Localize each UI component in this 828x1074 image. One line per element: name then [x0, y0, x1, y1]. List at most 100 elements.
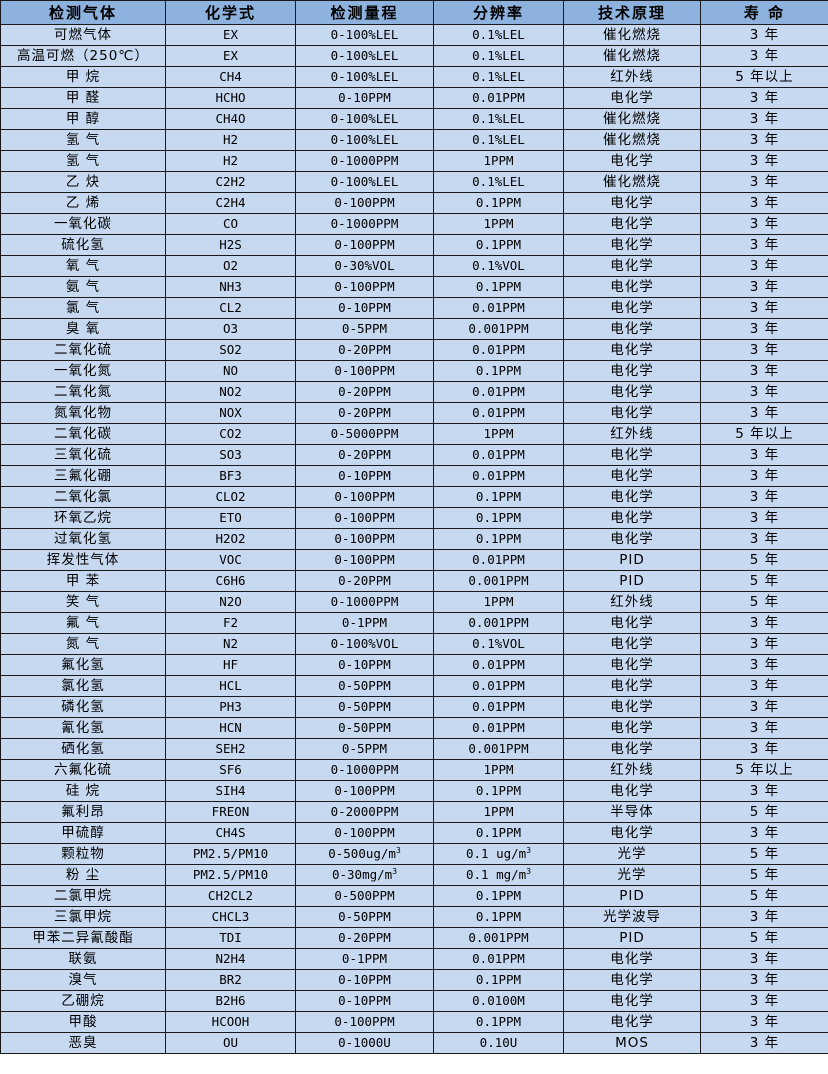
cell-principle: 电化学: [563, 297, 701, 319]
table-row: 三氯甲烷 CHCL3 0-50PPM 0.1PPM 光学波导 3 年: [0, 906, 828, 928]
cell-gas: 笑 气: [0, 591, 166, 613]
cell-gas: 氧 气: [0, 255, 166, 277]
cell-range: 0-5PPM: [295, 738, 434, 760]
cell-resolution: 0.1%LEL: [433, 171, 564, 193]
cell-formula: CH2CL2: [165, 885, 296, 907]
cell-formula: CO2: [165, 423, 296, 445]
cell-gas: 一氧化氮: [0, 360, 166, 382]
cell-gas: 氮氧化物: [0, 402, 166, 424]
cell-range: 0-10PPM: [295, 87, 434, 109]
cell-formula: HCN: [165, 717, 296, 739]
cell-formula: SO3: [165, 444, 296, 466]
cell-lifetime: 3 年: [700, 213, 828, 235]
cell-lifetime: 3 年: [700, 948, 828, 970]
table-row: 过氧化氢 H2O2 0-100PPM 0.1PPM 电化学 3 年: [0, 528, 828, 550]
table-row: 挥发性气体 VOC 0-100PPM 0.01PPM PID 5 年: [0, 549, 828, 571]
cell-gas: 氰化氢: [0, 717, 166, 739]
cell-gas: 乙 炔: [0, 171, 166, 193]
cell-lifetime: 3 年: [700, 297, 828, 319]
cell-gas: 颗粒物: [0, 843, 166, 865]
table-row: 氮 气 N2 0-100%VOL 0.1%VOL 电化学 3 年: [0, 633, 828, 655]
cell-gas: 甲酸: [0, 1011, 166, 1033]
cell-resolution: 0.1PPM: [433, 1011, 564, 1033]
cell-principle: 电化学: [563, 969, 701, 991]
cell-gas: 二氧化氯: [0, 486, 166, 508]
cell-range: 0-5PPM: [295, 318, 434, 340]
cell-resolution: 0.1PPM: [433, 360, 564, 382]
cell-lifetime: 3 年: [700, 528, 828, 550]
cell-resolution: 1PPM: [433, 759, 564, 781]
table-row: 氢 气 H2 0-1000PPM 1PPM 电化学 3 年: [0, 150, 828, 172]
cell-formula: O3: [165, 318, 296, 340]
cell-formula: SIH4: [165, 780, 296, 802]
cell-formula: HCL: [165, 675, 296, 697]
cell-lifetime: 5 年以上: [700, 66, 828, 88]
cell-principle: 电化学: [563, 486, 701, 508]
cell-principle: 电化学: [563, 696, 701, 718]
table-row: 氟化氢 HF 0-10PPM 0.01PPM 电化学 3 年: [0, 654, 828, 676]
cell-range: 0-1000PPM: [295, 150, 434, 172]
cell-lifetime: 3 年: [700, 675, 828, 697]
cell-resolution: 0.1PPM: [433, 528, 564, 550]
cell-principle: 半导体: [563, 801, 701, 823]
table-row: 甲酸 HCOOH 0-100PPM 0.1PPM 电化学 3 年: [0, 1011, 828, 1033]
cell-gas: 甲 烷: [0, 66, 166, 88]
cell-gas: 氯化氢: [0, 675, 166, 697]
cell-principle: 电化学: [563, 948, 701, 970]
table-row: 硫化氢 H2S 0-100PPM 0.1PPM 电化学 3 年: [0, 234, 828, 256]
cell-gas: 二氧化氮: [0, 381, 166, 403]
cell-range: 0-1000U: [295, 1032, 434, 1054]
cell-formula: CL2: [165, 297, 296, 319]
cell-formula: CO: [165, 213, 296, 235]
table-row: 可燃气体 EX 0-100%LEL 0.1%LEL 催化燃烧 3 年: [0, 24, 828, 46]
cell-range: 0-100PPM: [295, 360, 434, 382]
cell-gas: 可燃气体: [0, 24, 166, 46]
cell-formula: CLO2: [165, 486, 296, 508]
cell-lifetime: 5 年: [700, 570, 828, 592]
cell-lifetime: 3 年: [700, 486, 828, 508]
cell-resolution: 0.01PPM: [433, 675, 564, 697]
cell-resolution: 0.01PPM: [433, 549, 564, 571]
cell-gas: 甲 醇: [0, 108, 166, 130]
cell-resolution: 1PPM: [433, 150, 564, 172]
cell-range: 0-100%LEL: [295, 129, 434, 151]
cell-gas: 氟化氢: [0, 654, 166, 676]
cell-principle: 电化学: [563, 633, 701, 655]
cell-resolution: 0.1PPM: [433, 486, 564, 508]
cell-resolution: 0.1PPM: [433, 906, 564, 928]
cell-range: 0-10PPM: [295, 969, 434, 991]
cell-range: 0-1PPM: [295, 948, 434, 970]
cell-resolution: 0.1PPM: [433, 276, 564, 298]
cell-lifetime: 3 年: [700, 360, 828, 382]
cell-lifetime: 3 年: [700, 150, 828, 172]
cell-gas: 乙 烯: [0, 192, 166, 214]
cell-principle: 红外线: [563, 66, 701, 88]
cell-range: 0-100%LEL: [295, 24, 434, 46]
cell-principle: 催化燃烧: [563, 171, 701, 193]
table-row: 甲苯二异氰酸酯 TDI 0-20PPM 0.001PPM PID 5 年: [0, 927, 828, 949]
cell-range: 0-100PPM: [295, 528, 434, 550]
table-header-row: 检测气体 化学式 检测量程 分辨率 技术原理 寿 命: [0, 0, 828, 25]
cell-formula: SF6: [165, 759, 296, 781]
cell-lifetime: 5 年: [700, 864, 828, 886]
cell-principle: 电化学: [563, 213, 701, 235]
cell-range: 0-100PPM: [295, 234, 434, 256]
cell-principle: 电化学: [563, 507, 701, 529]
cell-gas: 高温可燃（250℃）: [0, 45, 166, 67]
cell-formula: EX: [165, 45, 296, 67]
cell-formula: OU: [165, 1032, 296, 1054]
table-row: 甲 醇 CH4O 0-100%LEL 0.1%LEL 催化燃烧 3 年: [0, 108, 828, 130]
cell-range: 0-10PPM: [295, 465, 434, 487]
cell-resolution: 0.1PPM: [433, 234, 564, 256]
cell-gas: 三氯甲烷: [0, 906, 166, 928]
cell-formula: SO2: [165, 339, 296, 361]
cell-principle: 光学波导: [563, 906, 701, 928]
cell-formula: BF3: [165, 465, 296, 487]
table-row: 颗粒物 PM2.5/PM10 0-500ug/m3 0.1 ug/m3 光学 5 年: [0, 843, 828, 865]
cell-range: 0-20PPM: [295, 927, 434, 949]
cell-lifetime: 3 年: [700, 444, 828, 466]
table-row: 恶臭 OU 0-1000U 0.10U MOS 3 年: [0, 1032, 828, 1054]
cell-formula: CH4S: [165, 822, 296, 844]
cell-resolution: 0.01PPM: [433, 696, 564, 718]
